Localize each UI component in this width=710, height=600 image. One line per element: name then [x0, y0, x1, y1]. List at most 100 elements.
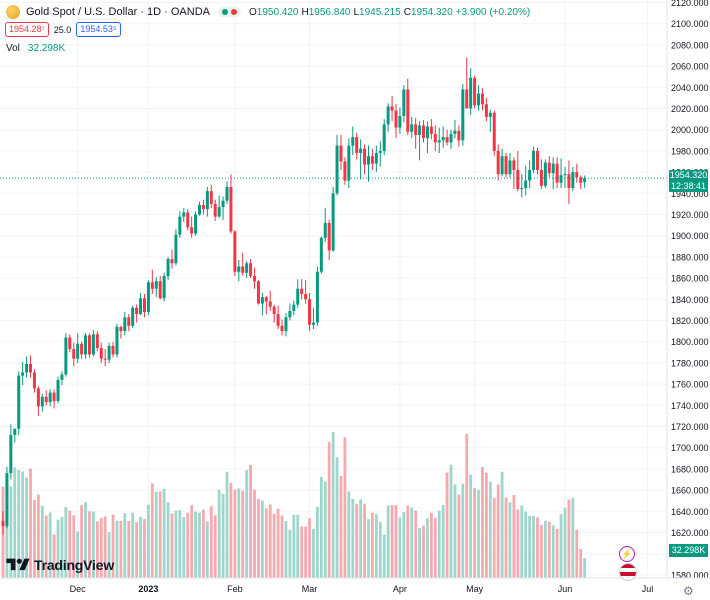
volume-bar: [543, 520, 547, 578]
volume-bar: [422, 525, 425, 578]
price-tick-label: 1660.000: [671, 486, 709, 496]
settings-gear-icon[interactable]: ⚙: [683, 584, 694, 598]
volume-bar: [453, 484, 457, 578]
candle-body: [221, 200, 225, 208]
sell-price-button[interactable]: 1954.28⁷: [5, 22, 49, 37]
volume-bar: [390, 505, 394, 578]
candle-body: [496, 150, 500, 175]
volume-bar: [414, 510, 418, 578]
candle-body: [492, 112, 496, 151]
volume-bar: [547, 521, 551, 578]
candle-body: [174, 234, 178, 264]
volume-price-tag: 32.298K: [669, 544, 708, 557]
market-status[interactable]: [218, 7, 241, 17]
volume-bar: [264, 508, 268, 578]
volume-bar: [162, 488, 166, 578]
volume-bar: [371, 512, 374, 578]
flash-event-icon[interactable]: ⚡: [619, 546, 635, 562]
symbol-title[interactable]: Gold Spot / U.S. Dollar · 1D · OANDA: [26, 6, 210, 18]
volume-bar: [386, 505, 390, 578]
volume-bar: [536, 517, 539, 578]
candle-body: [64, 337, 68, 375]
buy-price-button[interactable]: 1954.53⁵: [76, 22, 121, 37]
volume-bar: [559, 514, 563, 578]
ohlc-low: L1945.215: [353, 6, 401, 18]
candle-body: [44, 396, 48, 403]
candle-body: [469, 77, 473, 109]
volume-bar: [374, 514, 378, 578]
volume-bar: [394, 505, 398, 578]
candle-body: [535, 150, 539, 170]
volume-bar: [205, 521, 209, 578]
price-tick-label: 1640.000: [671, 507, 709, 517]
candle-body: [60, 374, 64, 380]
candle-body: [25, 363, 29, 373]
candle-body: [335, 145, 339, 194]
volume-bar: [477, 489, 480, 578]
candle-body: [21, 372, 25, 376]
candle-body: [146, 282, 150, 313]
candle-body: [504, 156, 508, 175]
candle-body: [36, 388, 40, 407]
candle-body: [547, 162, 551, 174]
volume-bar: [107, 532, 111, 578]
us-flag-event-icon[interactable]: [619, 563, 637, 581]
volume-bar: [402, 512, 406, 578]
candle-body: [378, 150, 382, 154]
candle-body: [52, 392, 56, 402]
price-tick-label: 2100.000: [671, 19, 709, 29]
volume-bar: [178, 510, 182, 578]
candle-body: [575, 172, 579, 178]
candle-body: [571, 172, 575, 188]
volume-bar: [312, 528, 315, 578]
volume-bar: [260, 500, 264, 578]
volume-legend[interactable]: Vol 32.298K: [6, 43, 65, 54]
candle-body: [29, 363, 33, 373]
candle-body: [201, 204, 205, 210]
price-tick-label: 1840.000: [671, 295, 709, 305]
candle-body: [473, 77, 477, 106]
volume-bar: [25, 477, 28, 578]
candle-body: [84, 335, 88, 355]
volume-bar: [532, 516, 535, 578]
candlesticks[interactable]: [1, 57, 587, 535]
volume-bar: [9, 486, 13, 578]
candle-body: [484, 104, 488, 117]
candle-body: [500, 156, 504, 175]
volume-bar: [363, 503, 366, 578]
candle-body: [260, 297, 264, 304]
candle-body: [386, 106, 390, 125]
volume-bar: [198, 512, 201, 578]
candle-body: [127, 317, 131, 326]
candle-body: [272, 306, 276, 315]
volume-bar: [308, 518, 311, 578]
volume-bar: [304, 526, 308, 578]
volume-bar: [202, 509, 205, 578]
time-axis[interactable]: Dec 2023 Feb Mar Apr May Jun Jul: [0, 577, 710, 594]
volume-bar: [56, 519, 60, 578]
volume-bar: [229, 483, 233, 578]
volume-bar: [99, 518, 103, 578]
volume-bar: [76, 531, 80, 578]
candle-body: [241, 266, 245, 273]
candle-body: [488, 112, 492, 117]
candle-body: [107, 345, 111, 360]
volume-bar: [367, 519, 370, 578]
candle-body: [72, 349, 76, 359]
tradingview-logo[interactable]: TradingView: [6, 556, 114, 574]
price-axis[interactable]: 2120.000 2100.000 2080.000 2060.000 2040.000…: [666, 0, 709, 580]
volume-bar: [257, 498, 260, 578]
price-tick-label: 2000.000: [671, 125, 709, 135]
candle-body: [115, 326, 119, 355]
volume-bar: [520, 505, 524, 578]
volume-bar: [563, 507, 567, 578]
volume-bar: [524, 511, 528, 578]
volume-bar: [60, 517, 64, 578]
candle-body: [520, 188, 524, 190]
time-tick-label: Jun: [558, 584, 573, 594]
volume-bar: [123, 513, 127, 578]
candle-body: [363, 148, 367, 165]
volume-bar: [233, 489, 237, 578]
event-markers[interactable]: ⚡: [619, 546, 637, 581]
